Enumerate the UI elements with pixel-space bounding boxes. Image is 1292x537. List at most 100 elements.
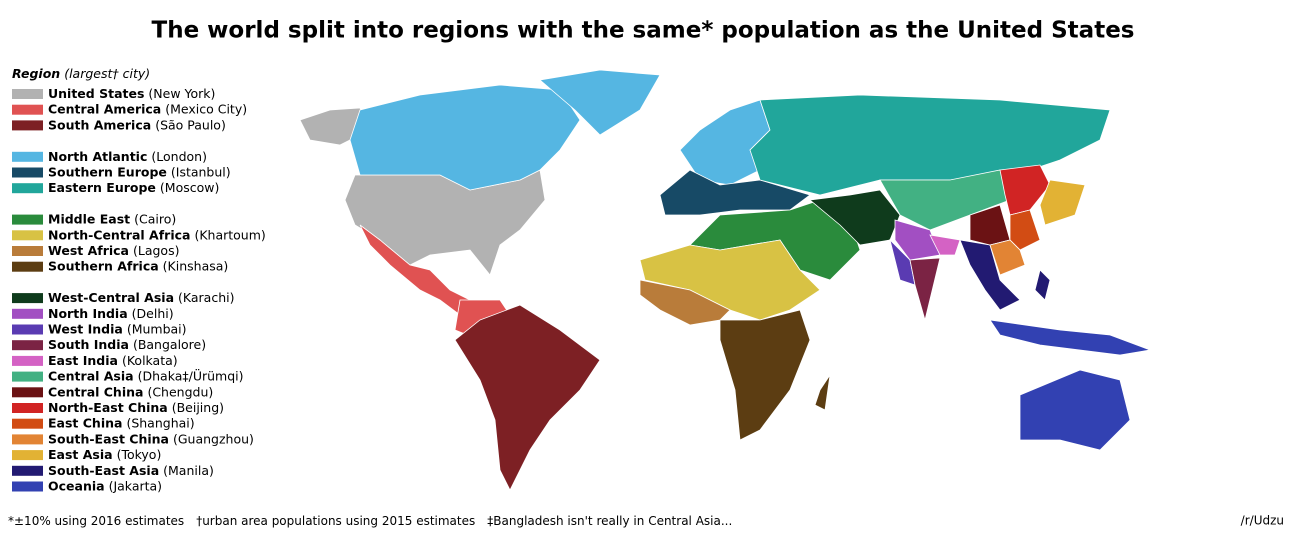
- footnote: ‡Bangladesh isn't really in Central Asia…: [487, 514, 732, 528]
- legend-entry: Southern Africa (Kinshasa): [48, 258, 228, 273]
- credit: /r/Udzu: [1241, 514, 1284, 528]
- legend-name: Southern Africa: [48, 258, 159, 273]
- legend-entry: Central China (Chengdu): [48, 384, 213, 399]
- legend-name: Central Asia: [48, 368, 134, 383]
- legend-name: West India: [48, 321, 123, 336]
- legend-entry: East India (Kolkata): [48, 352, 178, 367]
- footnote: †urban area populations using 2015 estim…: [196, 514, 475, 528]
- legend-swatch: [12, 450, 43, 461]
- legend-swatch: [12, 340, 43, 351]
- legend-city: (Bangalore): [133, 337, 206, 352]
- legend-name: South-East China: [48, 431, 169, 446]
- legend-entry: Central America (Mexico City): [48, 101, 247, 116]
- map-region: [539, 69, 661, 136]
- legend-city: (São Paulo): [155, 117, 226, 132]
- legend-name: United States: [48, 86, 144, 101]
- legend-name: West Africa: [48, 243, 129, 258]
- legend-entry: East China (Shanghai): [48, 415, 195, 430]
- legend-city: (Cairo): [134, 211, 176, 226]
- legend-city: (Kolkata): [122, 352, 178, 367]
- legend-swatch: [12, 120, 43, 131]
- legend-name: East China: [48, 415, 122, 430]
- legend-entry: United States (New York): [48, 86, 215, 101]
- legend-name: Central China: [48, 384, 143, 399]
- map-region: [894, 219, 941, 261]
- legend-name: Middle East: [48, 211, 130, 226]
- legend-city: (New York): [148, 86, 215, 101]
- legend-heading-text: Region: [12, 66, 60, 81]
- legend-swatch: [12, 214, 43, 225]
- footnotes: *±10% using 2016 estimates †urban area po…: [8, 514, 732, 528]
- legend-swatch: [12, 151, 43, 162]
- legend-entry: East Asia (Tokyo): [48, 447, 161, 462]
- map-region: [454, 304, 601, 491]
- legend-swatch: [12, 293, 43, 304]
- legend-swatch: [12, 104, 43, 115]
- legend-name: West-Central Asia: [48, 290, 174, 305]
- legend-entry: West Africa (Lagos): [48, 243, 179, 258]
- legend-name: East Asia: [48, 447, 113, 462]
- map-region: [989, 239, 1026, 276]
- legend-swatch: [12, 355, 43, 366]
- legend-city: (Jakarta): [109, 478, 162, 493]
- legend-entry: West-Central Asia (Karachi): [48, 290, 235, 305]
- map-region: [344, 169, 546, 276]
- legend-swatch: [12, 371, 43, 382]
- map-region: [719, 309, 811, 441]
- legend-city: (Mumbai): [127, 321, 187, 336]
- legend-city: (Guangzhou): [173, 431, 254, 446]
- legend-city: (Istanbul): [171, 164, 231, 179]
- legend-swatch: [12, 246, 43, 256]
- legend-entry: Southern Europe (Istanbul): [48, 164, 231, 179]
- legend-city: (London): [151, 148, 207, 163]
- legend-swatch: [12, 387, 43, 398]
- legend-name: Southern Europe: [48, 164, 167, 179]
- legend-heading-note: (largest† city): [64, 66, 150, 81]
- legend-swatch: [12, 418, 43, 429]
- legend-city: (Shanghai): [126, 415, 194, 430]
- map-region: [1019, 369, 1131, 451]
- title: The world split into regions with the sa…: [152, 18, 1135, 44]
- legend-entry: Middle East (Cairo): [48, 211, 176, 226]
- legend-entry: North Atlantic (London): [48, 148, 207, 163]
- legend-name: North-Central Africa: [48, 227, 190, 242]
- world-map: [299, 69, 1152, 491]
- legend-city: (Lagos): [133, 243, 179, 258]
- legend-entry: West India (Mumbai): [48, 321, 187, 336]
- legend-swatch: [12, 230, 43, 241]
- legend-name: Central America: [48, 101, 161, 116]
- map-region: [989, 319, 1152, 356]
- legend-entry: South America (São Paulo): [48, 117, 226, 132]
- map-region: [349, 84, 581, 191]
- legend-entry: North-Central Africa (Khartoum): [48, 227, 266, 242]
- legend-swatch: [12, 308, 43, 319]
- legend-swatch: [12, 89, 43, 99]
- legend-swatch: [12, 403, 43, 413]
- legend-entry: Central Asia (Dhaka‡/Ürümqi): [48, 367, 244, 383]
- legend-name: North-East China: [48, 400, 168, 415]
- legend-swatch: [12, 183, 43, 194]
- legend-city: (Mexico City): [165, 101, 247, 116]
- legend-city: (Beijing): [172, 400, 224, 415]
- legend-entry: North India (Delhi): [48, 305, 174, 320]
- legend-city: (Khartoum): [194, 227, 265, 242]
- legend-heading: Region (largest† city): [12, 66, 150, 81]
- map-region: [639, 279, 731, 326]
- map-region: [929, 234, 961, 256]
- legend: United States (New York)Central America (M…: [12, 86, 266, 493]
- legend-city: (Chengdu): [147, 384, 213, 399]
- legend-name: East India: [48, 352, 118, 367]
- legend-swatch: [12, 465, 43, 476]
- footnote: *±10% using 2016 estimates: [8, 514, 184, 528]
- legend-city: (Karachi): [178, 290, 234, 305]
- legend-swatch: [12, 481, 43, 492]
- legend-entry: North-East China (Beijing): [48, 400, 224, 415]
- map-region: [659, 169, 811, 216]
- map-region: [814, 374, 831, 411]
- legend-swatch: [12, 167, 43, 178]
- legend-entry: Eastern Europe (Moscow): [48, 180, 219, 195]
- legend-name: South India: [48, 337, 129, 352]
- legend-city: (Manila): [163, 462, 214, 477]
- legend-entry: South-East Asia (Manila): [48, 462, 214, 477]
